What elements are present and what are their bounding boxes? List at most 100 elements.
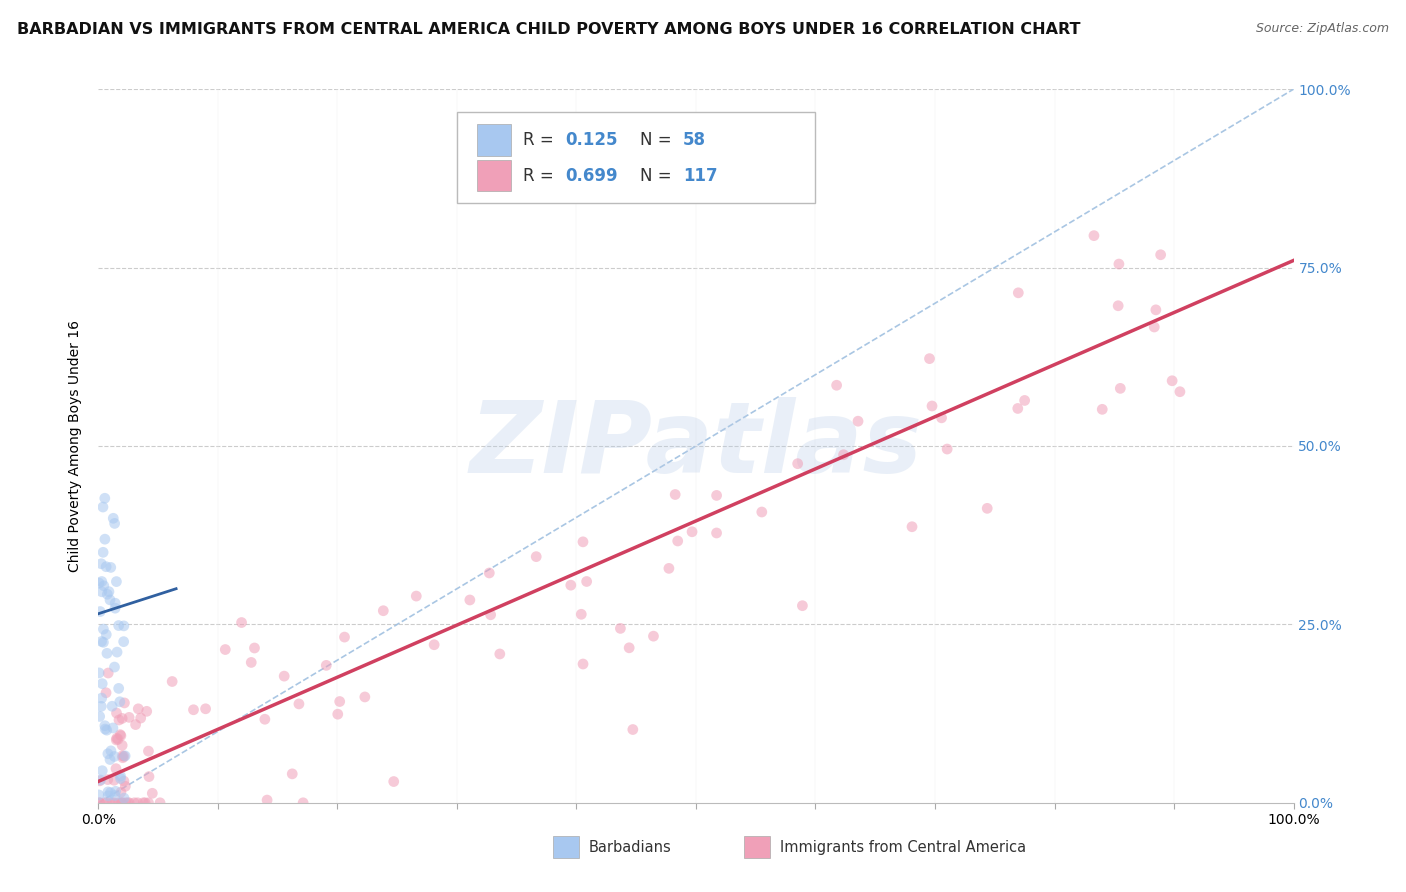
Point	[112, 791, 135, 805]
Point	[681, 524, 703, 539]
Point	[90, 557, 112, 571]
Point	[93, 635, 115, 649]
Point	[114, 748, 136, 763]
Point	[292, 796, 315, 810]
Point	[90, 691, 112, 706]
Point	[160, 674, 183, 689]
Point	[89, 796, 111, 810]
Point	[89, 709, 111, 723]
Point	[97, 789, 120, 803]
Point	[792, 599, 814, 613]
Point	[91, 764, 114, 778]
Point	[98, 796, 121, 810]
Point	[524, 549, 547, 564]
Point	[96, 627, 118, 641]
Point	[621, 723, 644, 737]
Text: 0.699: 0.699	[565, 167, 619, 185]
Point	[825, 378, 848, 392]
Point	[97, 666, 120, 681]
Text: N =: N =	[640, 131, 676, 149]
Point	[112, 749, 135, 764]
Point	[214, 642, 236, 657]
Bar	[477, 160, 510, 191]
Point	[124, 717, 146, 731]
Point	[478, 566, 501, 580]
Point	[101, 796, 124, 810]
Point	[94, 532, 117, 546]
Point	[132, 796, 155, 810]
Point	[1014, 393, 1036, 408]
Point	[569, 607, 592, 622]
Point	[1007, 285, 1029, 300]
Point	[112, 619, 135, 633]
Point	[135, 704, 157, 718]
Point	[112, 696, 135, 710]
Point	[96, 587, 118, 601]
Point	[110, 729, 132, 743]
Point	[104, 596, 127, 610]
Bar	[477, 124, 510, 155]
Text: Source: ZipAtlas.com: Source: ZipAtlas.com	[1256, 22, 1389, 36]
Point	[138, 744, 160, 758]
Point	[98, 593, 121, 607]
Point	[572, 534, 595, 549]
Point	[1091, 402, 1114, 417]
Point	[114, 779, 136, 793]
Point	[101, 699, 124, 714]
Point	[104, 516, 127, 531]
Point	[101, 721, 124, 735]
Point	[1083, 228, 1105, 243]
Point	[706, 488, 728, 502]
Point	[664, 487, 686, 501]
Point	[105, 574, 128, 589]
Point	[273, 669, 295, 683]
Text: R =: R =	[523, 167, 558, 185]
Point	[91, 545, 114, 559]
Point	[105, 732, 128, 747]
Point	[96, 723, 118, 738]
Point	[89, 796, 111, 810]
Point	[104, 601, 127, 615]
Point	[253, 712, 276, 726]
Point	[832, 448, 855, 462]
Point	[103, 773, 125, 788]
Point	[90, 699, 112, 714]
Point	[751, 505, 773, 519]
Point	[488, 647, 510, 661]
Point	[111, 748, 134, 763]
Point	[103, 749, 125, 764]
Point	[127, 796, 149, 810]
Point	[94, 719, 117, 733]
Point	[901, 520, 924, 534]
Point	[382, 774, 405, 789]
Point	[104, 762, 127, 776]
Point	[572, 657, 595, 671]
Point	[100, 560, 122, 574]
Point	[846, 414, 869, 428]
Point	[111, 750, 134, 764]
Point	[666, 533, 689, 548]
Point	[93, 622, 115, 636]
Point	[111, 796, 134, 810]
Point	[108, 713, 131, 727]
Point	[93, 796, 115, 810]
Point	[97, 772, 120, 787]
Point	[89, 773, 111, 788]
Point	[90, 584, 112, 599]
Point	[94, 722, 117, 736]
Point	[129, 711, 152, 725]
Point	[1007, 401, 1029, 416]
Point	[134, 796, 156, 810]
Point	[91, 676, 114, 690]
Point	[111, 796, 134, 810]
Bar	[744, 837, 770, 858]
Point	[288, 697, 311, 711]
Point	[112, 634, 135, 648]
Text: 0.125: 0.125	[565, 131, 619, 149]
Point	[706, 526, 728, 541]
Point	[111, 711, 134, 725]
Point	[107, 618, 129, 632]
Point	[231, 615, 253, 630]
Text: 58: 58	[683, 131, 706, 149]
Point	[105, 706, 128, 720]
